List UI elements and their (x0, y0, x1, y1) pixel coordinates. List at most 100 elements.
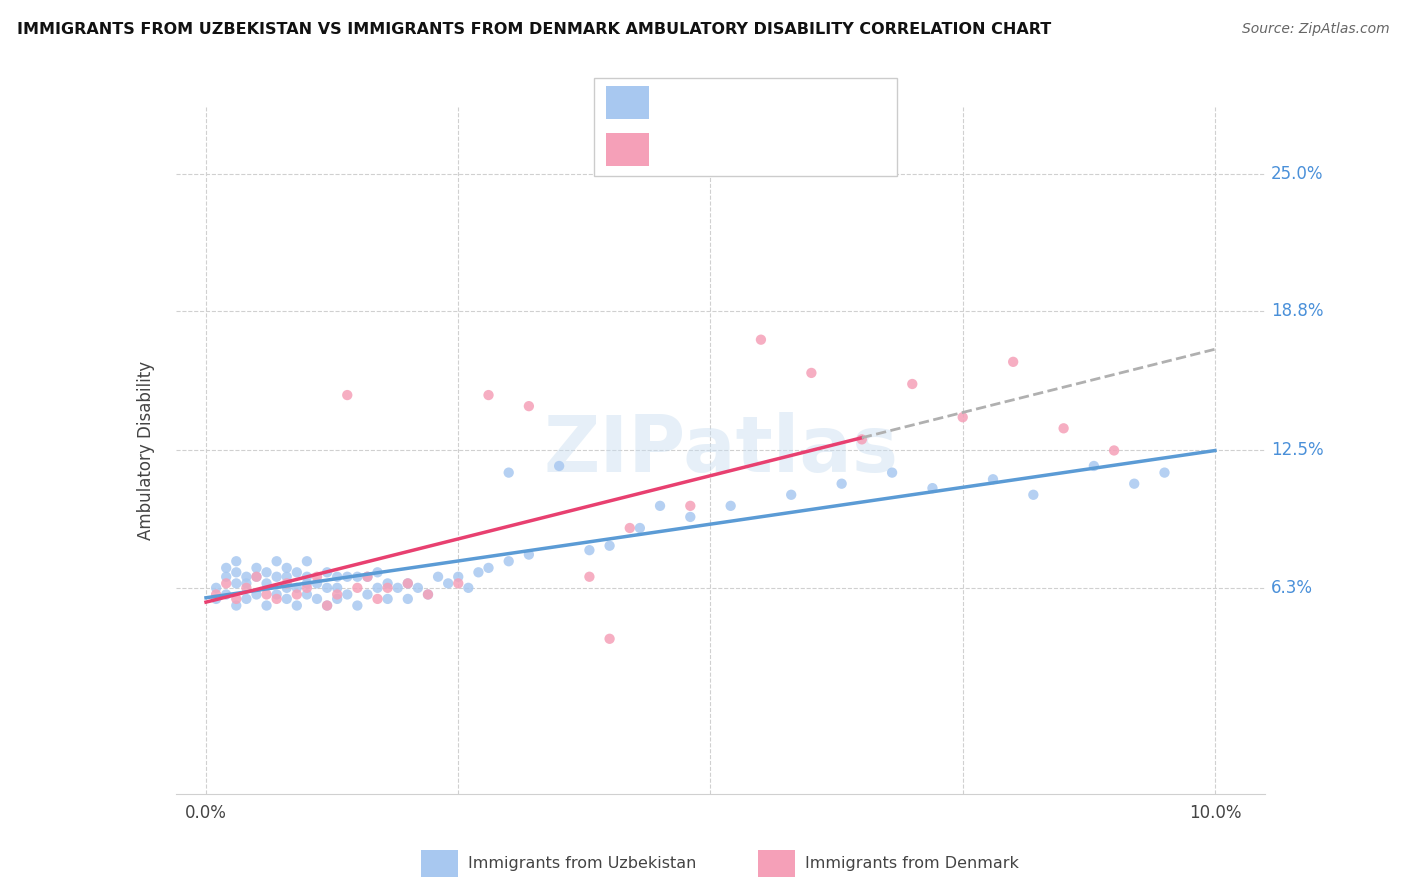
Point (457, 581, 479, 595)
Point (266, 587, 288, 601)
Point (720, 499, 742, 513)
Point (316, 581, 339, 595)
Point (396, 576, 419, 591)
Point (901, 376, 924, 391)
Point (780, 488, 803, 502)
Point (235, 570, 257, 584)
Point (225, 599, 247, 613)
Point (851, 433, 873, 447)
Point (285, 587, 308, 601)
Point (276, 591, 298, 606)
Point (427, 570, 450, 584)
Point (316, 566, 339, 580)
Point (406, 581, 429, 595)
Point (356, 570, 378, 584)
Point (205, 587, 228, 601)
Point (305, 570, 328, 584)
Point (1002, 355, 1025, 369)
Point (498, 554, 520, 568)
Point (437, 576, 460, 591)
Point (377, 581, 399, 595)
Text: Immigrants from Uzbekistan: Immigrants from Uzbekistan (468, 855, 696, 871)
Point (648, 499, 671, 513)
Text: R =: R = (665, 94, 700, 112)
Point (235, 576, 257, 591)
Text: 18.8%: 18.8% (1271, 301, 1323, 320)
Point (316, 599, 339, 613)
Point (517, 548, 540, 562)
Point (205, 591, 228, 606)
Point (467, 566, 489, 580)
Point (548, 458, 571, 473)
Point (346, 581, 368, 595)
Point (326, 581, 349, 595)
Point (276, 570, 298, 584)
Point (295, 554, 318, 568)
Point (880, 466, 903, 480)
Point (367, 581, 389, 595)
Point (245, 570, 267, 584)
Point (599, 632, 621, 646)
Point (356, 587, 378, 601)
Point (266, 554, 288, 568)
Point (628, 521, 651, 535)
Point (396, 591, 419, 606)
Point (215, 576, 238, 591)
Point (235, 581, 257, 595)
Text: 6.3%: 6.3% (1271, 579, 1313, 597)
Text: R =: R = (665, 141, 700, 159)
Point (578, 570, 600, 584)
Point (679, 510, 702, 524)
Text: ZIPatlas: ZIPatlas (543, 412, 898, 489)
Point (416, 587, 439, 601)
Point (387, 581, 409, 595)
Point (367, 566, 389, 580)
Point (266, 570, 288, 584)
Point (336, 388, 359, 402)
Point (285, 599, 308, 613)
Point (276, 581, 298, 595)
Point (1123, 476, 1146, 491)
Point (1052, 421, 1074, 435)
Point (336, 570, 359, 584)
Point (356, 570, 378, 584)
Point (285, 581, 308, 595)
Point (245, 570, 267, 584)
Text: Immigrants from Denmark: Immigrants from Denmark (806, 855, 1019, 871)
Point (921, 481, 943, 495)
FancyBboxPatch shape (606, 87, 650, 119)
Point (498, 466, 520, 480)
Point (1102, 443, 1125, 458)
Point (377, 591, 399, 606)
FancyBboxPatch shape (606, 133, 650, 166)
Point (800, 366, 823, 380)
Point (276, 561, 298, 575)
Text: 80: 80 (825, 94, 849, 112)
Point (276, 576, 298, 591)
Point (447, 576, 470, 591)
Point (266, 591, 288, 606)
Point (225, 566, 247, 580)
Point (235, 591, 257, 606)
Point (256, 599, 278, 613)
Point (295, 570, 318, 584)
Point (245, 587, 267, 601)
Point (396, 576, 419, 591)
Point (305, 576, 328, 591)
Point (578, 543, 600, 558)
Point (477, 561, 499, 575)
Point (326, 587, 349, 601)
Point (831, 476, 853, 491)
Bar (758, 850, 796, 877)
Point (377, 576, 399, 591)
Point (326, 570, 349, 584)
Text: 0.340: 0.340 (709, 141, 761, 159)
Point (225, 591, 247, 606)
Point (679, 499, 702, 513)
Point (225, 554, 247, 568)
Bar (420, 850, 458, 877)
Point (981, 472, 1004, 486)
Point (599, 539, 621, 553)
Text: 25.0%: 25.0% (1271, 164, 1323, 183)
Point (1153, 466, 1175, 480)
